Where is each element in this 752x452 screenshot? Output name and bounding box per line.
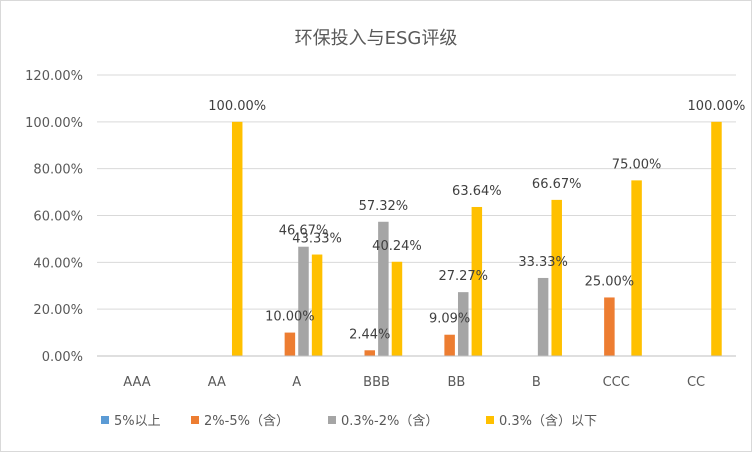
bar — [551, 199, 562, 356]
y-tick-label: 100.00% — [25, 116, 83, 131]
x-axis-categories: AAA AA A BBB BB B CCC CC — [123, 375, 705, 390]
bar — [298, 246, 309, 356]
bars — [231, 121, 722, 356]
bar — [311, 254, 323, 356]
legend: 5%以上 2%-5%（含） 0.3%-2%（含） 0.3%（含）以下 — [101, 413, 597, 429]
bar — [284, 332, 296, 356]
bar — [457, 292, 469, 356]
data-label: 43.33% — [292, 232, 342, 247]
data-label: 10.00% — [265, 310, 315, 325]
data-label: 100.00% — [208, 99, 266, 114]
chart-title: 环保投入与ESG评级 — [295, 28, 458, 49]
legend-label: 2%-5%（含） — [204, 413, 289, 429]
y-axis-ticks: 0.00% 20.00% 40.00% 60.00% 80.00% 100.00% 120.… — [25, 69, 83, 365]
gridlines — [97, 74, 736, 310]
x-category-label: AA — [208, 375, 226, 390]
x-category-label: AAA — [123, 375, 151, 390]
y-tick-label: 80.00% — [33, 163, 83, 178]
data-label: 46.67% — [279, 224, 329, 239]
x-category-label: B — [532, 375, 541, 390]
data-label: 27.27% — [438, 269, 488, 284]
legend-label: 0.3%（含）以下 — [499, 413, 597, 429]
data-label: 63.64% — [452, 184, 502, 199]
bar — [537, 277, 549, 356]
legend-swatch — [328, 416, 336, 424]
y-tick-label: 40.00% — [33, 256, 83, 271]
x-category-label: CCC — [603, 375, 630, 390]
legend-swatch — [101, 416, 109, 424]
bar — [391, 261, 403, 356]
legend-swatch — [486, 416, 494, 424]
data-label: 25.00% — [585, 274, 635, 289]
data-label: 100.00% — [688, 99, 746, 114]
data-label: 2.44% — [349, 327, 390, 342]
data-label: 75.00% — [612, 157, 662, 172]
data-label: 9.09% — [429, 312, 470, 327]
legend-label: 5%以上 — [114, 414, 161, 429]
data-label: 40.24% — [372, 239, 422, 254]
bar — [631, 180, 642, 356]
bar — [604, 297, 615, 356]
data-labels: 10.00% 2.44% 9.09% 25.00% 46.67% 57.32% 27.27%… — [208, 99, 745, 342]
bar — [231, 121, 243, 356]
x-category-label: CC — [687, 375, 705, 390]
y-tick-label: 0.00% — [42, 350, 83, 365]
bar — [378, 221, 389, 356]
data-label: 33.33% — [518, 255, 568, 270]
bar — [471, 206, 483, 356]
bar — [444, 334, 455, 356]
x-category-label: BBB — [363, 375, 390, 390]
x-category-label: A — [292, 375, 301, 390]
data-label: 66.67% — [532, 177, 582, 192]
data-label: 57.32% — [359, 199, 409, 214]
bar — [364, 350, 376, 356]
x-category-label: BB — [448, 375, 466, 390]
y-tick-label: 60.00% — [33, 210, 83, 225]
y-tick-label: 20.00% — [33, 303, 83, 318]
legend-swatch — [191, 416, 199, 424]
y-tick-label: 120.00% — [25, 69, 83, 84]
bar — [711, 121, 722, 356]
legend-label: 0.3%-2%（含） — [341, 413, 438, 429]
